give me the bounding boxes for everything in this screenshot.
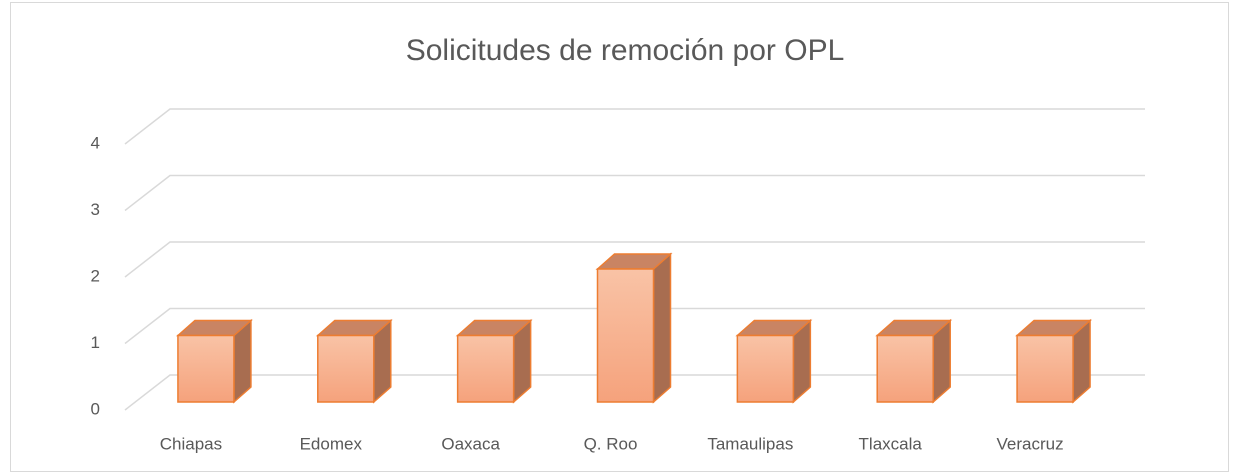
chart-title: Solicitudes de remoción por OPL xyxy=(406,34,845,67)
bar xyxy=(177,334,235,403)
y-tick-label: 2 xyxy=(91,266,100,285)
grid-line xyxy=(124,307,1145,345)
x-tick-label: Veracruz xyxy=(997,434,1064,453)
x-tick-label: Edomex xyxy=(300,434,363,453)
bar xyxy=(456,334,515,403)
y-tick-label: 3 xyxy=(91,200,100,219)
grid-line xyxy=(124,108,1145,145)
x-tick-label: Chiapas xyxy=(160,434,222,453)
x-tick-label: Tlaxcala xyxy=(859,434,923,453)
x-tick-label: Q. Roo xyxy=(584,434,638,453)
grid-line xyxy=(124,174,1145,212)
bar xyxy=(317,334,375,403)
bar xyxy=(1016,334,1074,403)
bar xyxy=(736,334,795,403)
bar xyxy=(596,268,655,403)
y-tick-label: 0 xyxy=(91,399,100,418)
y-tick-label: 1 xyxy=(91,333,100,352)
bar-side xyxy=(652,252,672,404)
y-tick-label: 4 xyxy=(91,133,100,152)
bar xyxy=(876,334,934,403)
x-tick-label: Oaxaca xyxy=(441,434,500,453)
grid-line xyxy=(124,374,1145,411)
grid-line xyxy=(124,241,1145,278)
x-tick-label: Tamaulipas xyxy=(707,434,793,453)
